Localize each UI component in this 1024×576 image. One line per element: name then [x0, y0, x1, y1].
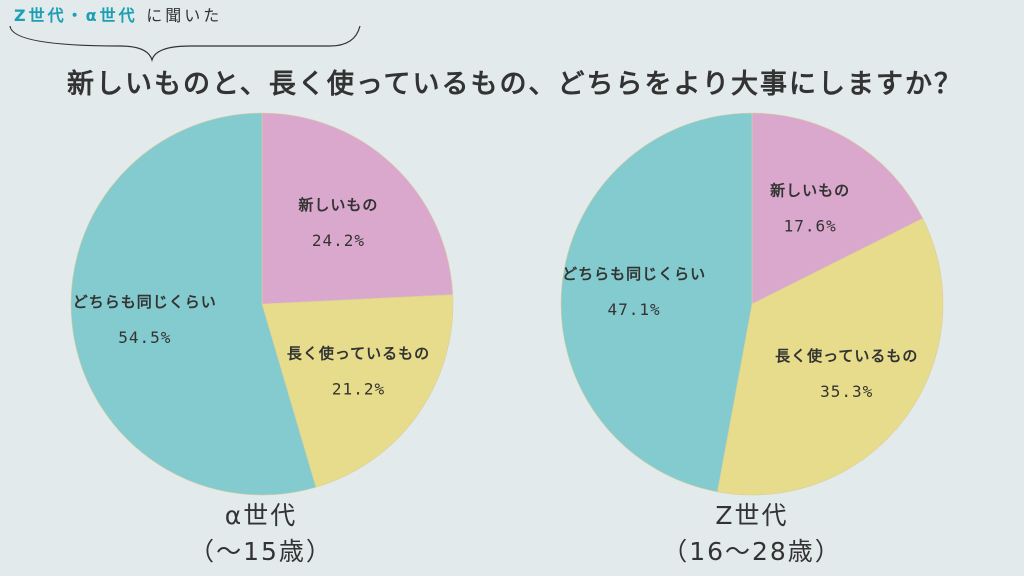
- pie-label-z-same: どちらも同じくらい: [562, 265, 706, 283]
- pie-value-alpha-long_used: 21.2%: [332, 380, 385, 399]
- pie-value-alpha-new: 24.2%: [312, 231, 365, 250]
- alpha-gen-title: α世代: [224, 501, 298, 530]
- pie-label-alpha-new: 新しいもの: [298, 196, 378, 214]
- page-title: 新しいものと、長く使っているもの、どちらをより大事にしますか？: [66, 69, 964, 100]
- pie-label-alpha-same: どちらも同じくらい: [73, 293, 217, 311]
- survey-tag-rest: に聞いた: [146, 6, 223, 25]
- pie-slice-z-long_used: [717, 217, 944, 496]
- pie-label-z-long_used: 長く使っているもの: [775, 347, 918, 365]
- survey-tag-highlight: Z世代・α世代: [14, 6, 138, 25]
- pie-slice-z-same: [560, 112, 753, 493]
- z-gen-subtitle: （16〜28歳）: [662, 537, 842, 566]
- survey-tag: Z世代・α世代 に聞いた: [14, 2, 222, 26]
- pie-label-alpha-long_used: 長く使っているもの: [287, 345, 430, 363]
- pie-value-alpha-same: 54.5%: [118, 328, 171, 347]
- pie-slice-alpha-same: [70, 112, 317, 496]
- pie-slice-alpha-new: [261, 112, 454, 305]
- alpha-gen-caption: α世代 （〜15歳）: [111, 498, 411, 570]
- pie-value-z-long_used: 35.3%: [820, 382, 873, 401]
- alpha-gen-subtitle: （〜15歳）: [189, 537, 333, 566]
- pie-label-z-new: 新しいもの: [770, 182, 850, 200]
- pie-value-z-new: 17.6%: [784, 217, 837, 236]
- pie-slice-z-new: [751, 112, 924, 305]
- z-gen-title: Z世代: [715, 501, 789, 530]
- pie-slice-alpha-long_used: [261, 294, 454, 488]
- z-gen-caption: Z世代 （16〜28歳）: [602, 498, 902, 570]
- pie-value-z-same: 47.1%: [607, 300, 660, 319]
- tag-underline: [9, 25, 361, 63]
